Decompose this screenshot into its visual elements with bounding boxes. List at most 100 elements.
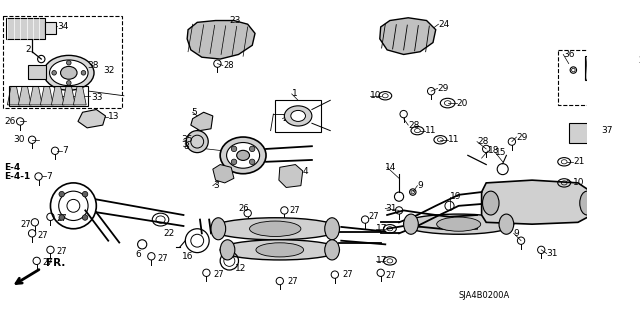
Circle shape: [67, 60, 71, 65]
Text: 27: 27: [289, 206, 300, 215]
Polygon shape: [78, 109, 106, 128]
Polygon shape: [213, 165, 234, 183]
Text: 24: 24: [438, 20, 450, 29]
Text: 27: 27: [56, 214, 67, 223]
Polygon shape: [602, 56, 612, 79]
Polygon shape: [618, 56, 628, 79]
Circle shape: [250, 159, 255, 165]
Bar: [45, 22, 56, 34]
Bar: [275, 100, 321, 132]
Circle shape: [59, 191, 65, 197]
Bar: [28, 65, 46, 79]
Text: 26: 26: [239, 204, 249, 213]
Text: 29: 29: [438, 84, 449, 93]
Text: 15: 15: [495, 148, 507, 157]
Text: 27: 27: [385, 271, 396, 280]
Ellipse shape: [220, 137, 266, 174]
Polygon shape: [51, 86, 64, 105]
Ellipse shape: [211, 218, 339, 240]
Ellipse shape: [211, 218, 226, 240]
Ellipse shape: [237, 150, 250, 160]
Text: 9: 9: [417, 181, 423, 190]
Text: 8: 8: [184, 142, 189, 151]
Text: 11: 11: [425, 126, 436, 135]
Text: 28: 28: [408, 121, 420, 130]
Text: 9: 9: [514, 229, 520, 238]
Circle shape: [231, 146, 237, 152]
Polygon shape: [191, 112, 213, 130]
Circle shape: [52, 70, 56, 75]
Ellipse shape: [404, 214, 419, 234]
Text: 23: 23: [229, 16, 241, 25]
Text: E-4-1: E-4-1: [4, 172, 31, 181]
Text: 7: 7: [62, 146, 68, 155]
Text: 27: 27: [287, 277, 298, 286]
Text: 21: 21: [573, 157, 585, 166]
Ellipse shape: [220, 240, 235, 260]
Polygon shape: [380, 18, 436, 55]
Circle shape: [59, 215, 65, 220]
Polygon shape: [29, 86, 42, 105]
Text: 2: 2: [26, 45, 31, 54]
Bar: [3, 16, 122, 108]
Ellipse shape: [220, 240, 339, 260]
Circle shape: [186, 130, 208, 152]
Text: 5: 5: [191, 108, 196, 117]
Ellipse shape: [324, 240, 339, 260]
Text: 27: 27: [369, 212, 380, 221]
Text: 4: 4: [303, 167, 308, 176]
Ellipse shape: [580, 191, 595, 215]
Text: 37: 37: [601, 126, 612, 135]
Text: 30: 30: [14, 135, 25, 144]
Circle shape: [83, 215, 88, 220]
Text: 28: 28: [223, 61, 234, 70]
Polygon shape: [19, 86, 31, 105]
Text: 26: 26: [4, 117, 16, 126]
Text: 13: 13: [108, 112, 120, 121]
Text: 27: 27: [20, 220, 31, 229]
Text: 36: 36: [563, 50, 575, 59]
Polygon shape: [7, 86, 20, 105]
Text: 10: 10: [370, 91, 381, 100]
Polygon shape: [62, 86, 76, 105]
Bar: [585, 56, 631, 80]
Text: 35: 35: [182, 135, 193, 144]
Text: 18: 18: [488, 146, 500, 155]
Text: 3: 3: [213, 181, 219, 190]
Text: 31: 31: [385, 204, 397, 213]
Text: 27: 27: [38, 231, 48, 240]
Text: 12: 12: [235, 264, 246, 273]
Text: 6: 6: [136, 250, 141, 259]
Text: 31: 31: [547, 249, 558, 258]
Text: 22: 22: [163, 229, 175, 238]
Ellipse shape: [227, 143, 260, 168]
Text: 27: 27: [342, 270, 353, 279]
Bar: [6, 18, 45, 39]
Ellipse shape: [49, 60, 88, 86]
Text: 27: 27: [56, 247, 67, 256]
Polygon shape: [593, 56, 604, 79]
Ellipse shape: [499, 214, 514, 234]
Polygon shape: [187, 20, 255, 59]
Text: 29: 29: [516, 132, 528, 142]
Text: 2: 2: [282, 114, 288, 123]
Text: 33: 33: [92, 93, 103, 102]
Text: 14: 14: [385, 163, 397, 172]
Ellipse shape: [291, 110, 305, 122]
Text: FR.: FR.: [46, 258, 65, 268]
Ellipse shape: [284, 106, 312, 126]
Polygon shape: [40, 86, 53, 105]
Text: 7: 7: [46, 172, 52, 181]
Bar: [569, 123, 596, 144]
Polygon shape: [482, 180, 592, 224]
Ellipse shape: [404, 214, 514, 234]
Ellipse shape: [250, 221, 301, 236]
Text: 16: 16: [182, 252, 193, 261]
Circle shape: [231, 159, 237, 165]
Text: 32: 32: [104, 66, 115, 75]
Text: 19: 19: [449, 192, 461, 201]
Text: 1: 1: [292, 89, 298, 98]
Ellipse shape: [436, 217, 481, 231]
Text: 17: 17: [376, 256, 388, 265]
Text: 28: 28: [477, 137, 488, 146]
